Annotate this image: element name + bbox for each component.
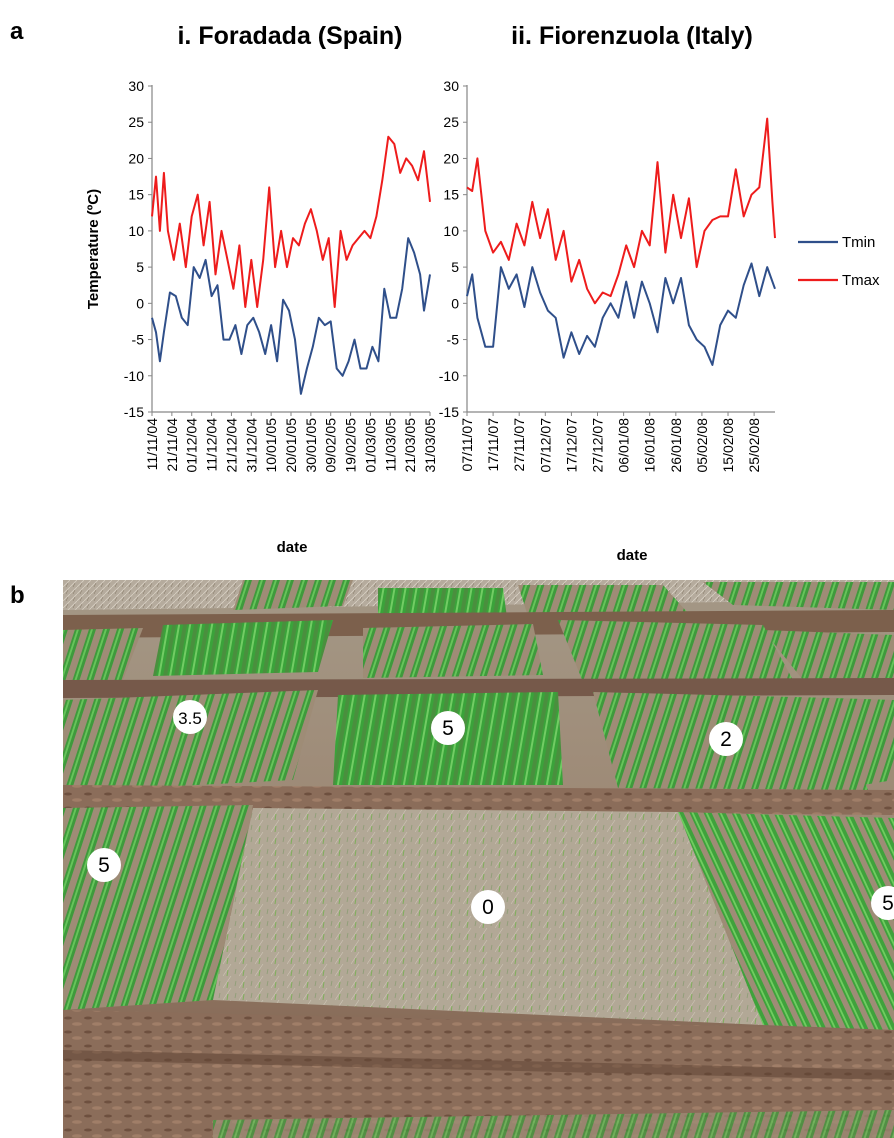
x-tick-label: 19/02/05 xyxy=(343,418,359,473)
y-tick-label: 30 xyxy=(443,78,459,94)
y-tick-label: -15 xyxy=(439,404,459,420)
x-axis-label: date xyxy=(617,547,648,564)
y-tick-label: 20 xyxy=(128,150,144,166)
x-tick-label: 11/12/04 xyxy=(204,418,220,472)
chart-foradada: i. Foradada (Spain) -15 -10 -5 0 5 10 15 20 25 30 1… xyxy=(85,22,438,556)
y-tick-label: 30 xyxy=(128,78,144,94)
series-line-tmax xyxy=(466,117,776,305)
y-tick-label: 15 xyxy=(443,187,459,203)
score-marker: 5 xyxy=(87,848,121,882)
chart-title: i. Foradada (Spain) xyxy=(177,22,402,50)
y-tick-label: 0 xyxy=(136,295,144,311)
x-tick-label: 31/03/05 xyxy=(422,418,438,473)
x-tick-label: 27/12/07 xyxy=(590,418,606,473)
y-tick-label: 0 xyxy=(451,295,459,311)
score-label: 3.5 xyxy=(178,709,202,728)
y-tick-label: -5 xyxy=(132,332,145,348)
y-axis-label: Temperature (ºC) xyxy=(85,189,102,309)
x-tick-label: 16/01/08 xyxy=(642,418,658,473)
field-photo: 3.5 5 2 5 0 5 xyxy=(63,580,894,1138)
chart-title: ii. Fiorenzuola (Italy) xyxy=(511,22,753,50)
x-tick-label: 17/12/07 xyxy=(563,418,579,473)
x-axis-label: date xyxy=(277,539,308,556)
x-tick-label: 21/03/05 xyxy=(402,418,418,473)
x-tick-label: 10/01/05 xyxy=(263,418,279,473)
x-tick-label: 26/01/08 xyxy=(668,418,684,473)
x-tick-label: 07/12/07 xyxy=(537,418,553,473)
x-tick-label: 07/11/07 xyxy=(459,418,475,472)
chart-legend: Tmin Tmax xyxy=(798,234,880,289)
x-tick-label: 05/02/08 xyxy=(694,418,710,473)
y-tick-label: -10 xyxy=(439,368,459,384)
y-tick-label: 10 xyxy=(128,223,144,239)
score-label: 5 xyxy=(442,717,454,740)
y-tick-label: -5 xyxy=(447,332,460,348)
temperature-charts: i. Foradada (Spain) -15 -10 -5 0 5 10 15 20 25 30 1… xyxy=(85,22,880,564)
score-marker: 5 xyxy=(871,886,894,920)
x-tick-label: 01/12/04 xyxy=(184,418,200,473)
y-tick-label: 10 xyxy=(443,223,459,239)
x-tick-label: 17/11/07 xyxy=(485,418,501,472)
y-tick-label: 15 xyxy=(128,187,144,203)
score-marker: 3.5 xyxy=(173,700,207,734)
x-tick-label: 20/01/05 xyxy=(283,418,299,473)
legend-label-tmin: Tmin xyxy=(842,234,875,251)
panel-a-label: a xyxy=(10,18,24,45)
y-tick-label: -15 xyxy=(124,404,144,420)
score-marker: 2 xyxy=(709,722,743,756)
x-tick-label: 06/01/08 xyxy=(616,418,632,473)
y-tick-label: 25 xyxy=(443,114,459,130)
score-label: 0 xyxy=(482,896,494,919)
x-tick-label: 30/01/05 xyxy=(303,418,319,473)
legend-label-tmax: Tmax xyxy=(842,272,880,289)
x-tick-label: 25/02/08 xyxy=(746,418,762,473)
score-marker: 0 xyxy=(471,890,505,924)
series-line-tmin xyxy=(466,262,776,366)
x-tick-label: 27/11/07 xyxy=(511,418,527,472)
series-line-tmax xyxy=(151,135,431,308)
score-label: 5 xyxy=(882,892,894,915)
score-marker: 5 xyxy=(431,711,465,745)
field-plots-picture: 3.5 5 2 5 0 5 xyxy=(63,580,894,1138)
x-tick-label: 15/02/08 xyxy=(720,418,736,473)
y-tick-label: 5 xyxy=(451,259,459,275)
x-tick-label: 11/03/05 xyxy=(382,418,398,472)
x-tick-label: 21/12/04 xyxy=(223,418,239,473)
x-tick-label: 21/11/04 xyxy=(164,418,180,472)
score-markers: 3.5 5 2 5 0 5 xyxy=(87,700,894,924)
x-tick-label: 31/12/04 xyxy=(243,418,259,473)
y-tick-label: 20 xyxy=(443,150,459,166)
x-tick-label: 11/11/04 xyxy=(144,418,160,471)
x-tick-label: 01/03/05 xyxy=(362,418,378,473)
y-tick-label: 5 xyxy=(136,259,144,275)
series-line-tmin xyxy=(151,237,431,395)
x-tick-label: 09/02/05 xyxy=(323,418,339,473)
y-tick-label: -10 xyxy=(124,368,144,384)
score-label: 2 xyxy=(720,728,732,751)
panel-b-label: b xyxy=(10,582,25,609)
y-tick-label: 25 xyxy=(128,114,144,130)
chart-fiorenzuola: ii. Fiorenzuola (Italy) -15 -10 -5 0 5 10 15 20 2… xyxy=(439,22,776,564)
score-label: 5 xyxy=(98,854,110,877)
